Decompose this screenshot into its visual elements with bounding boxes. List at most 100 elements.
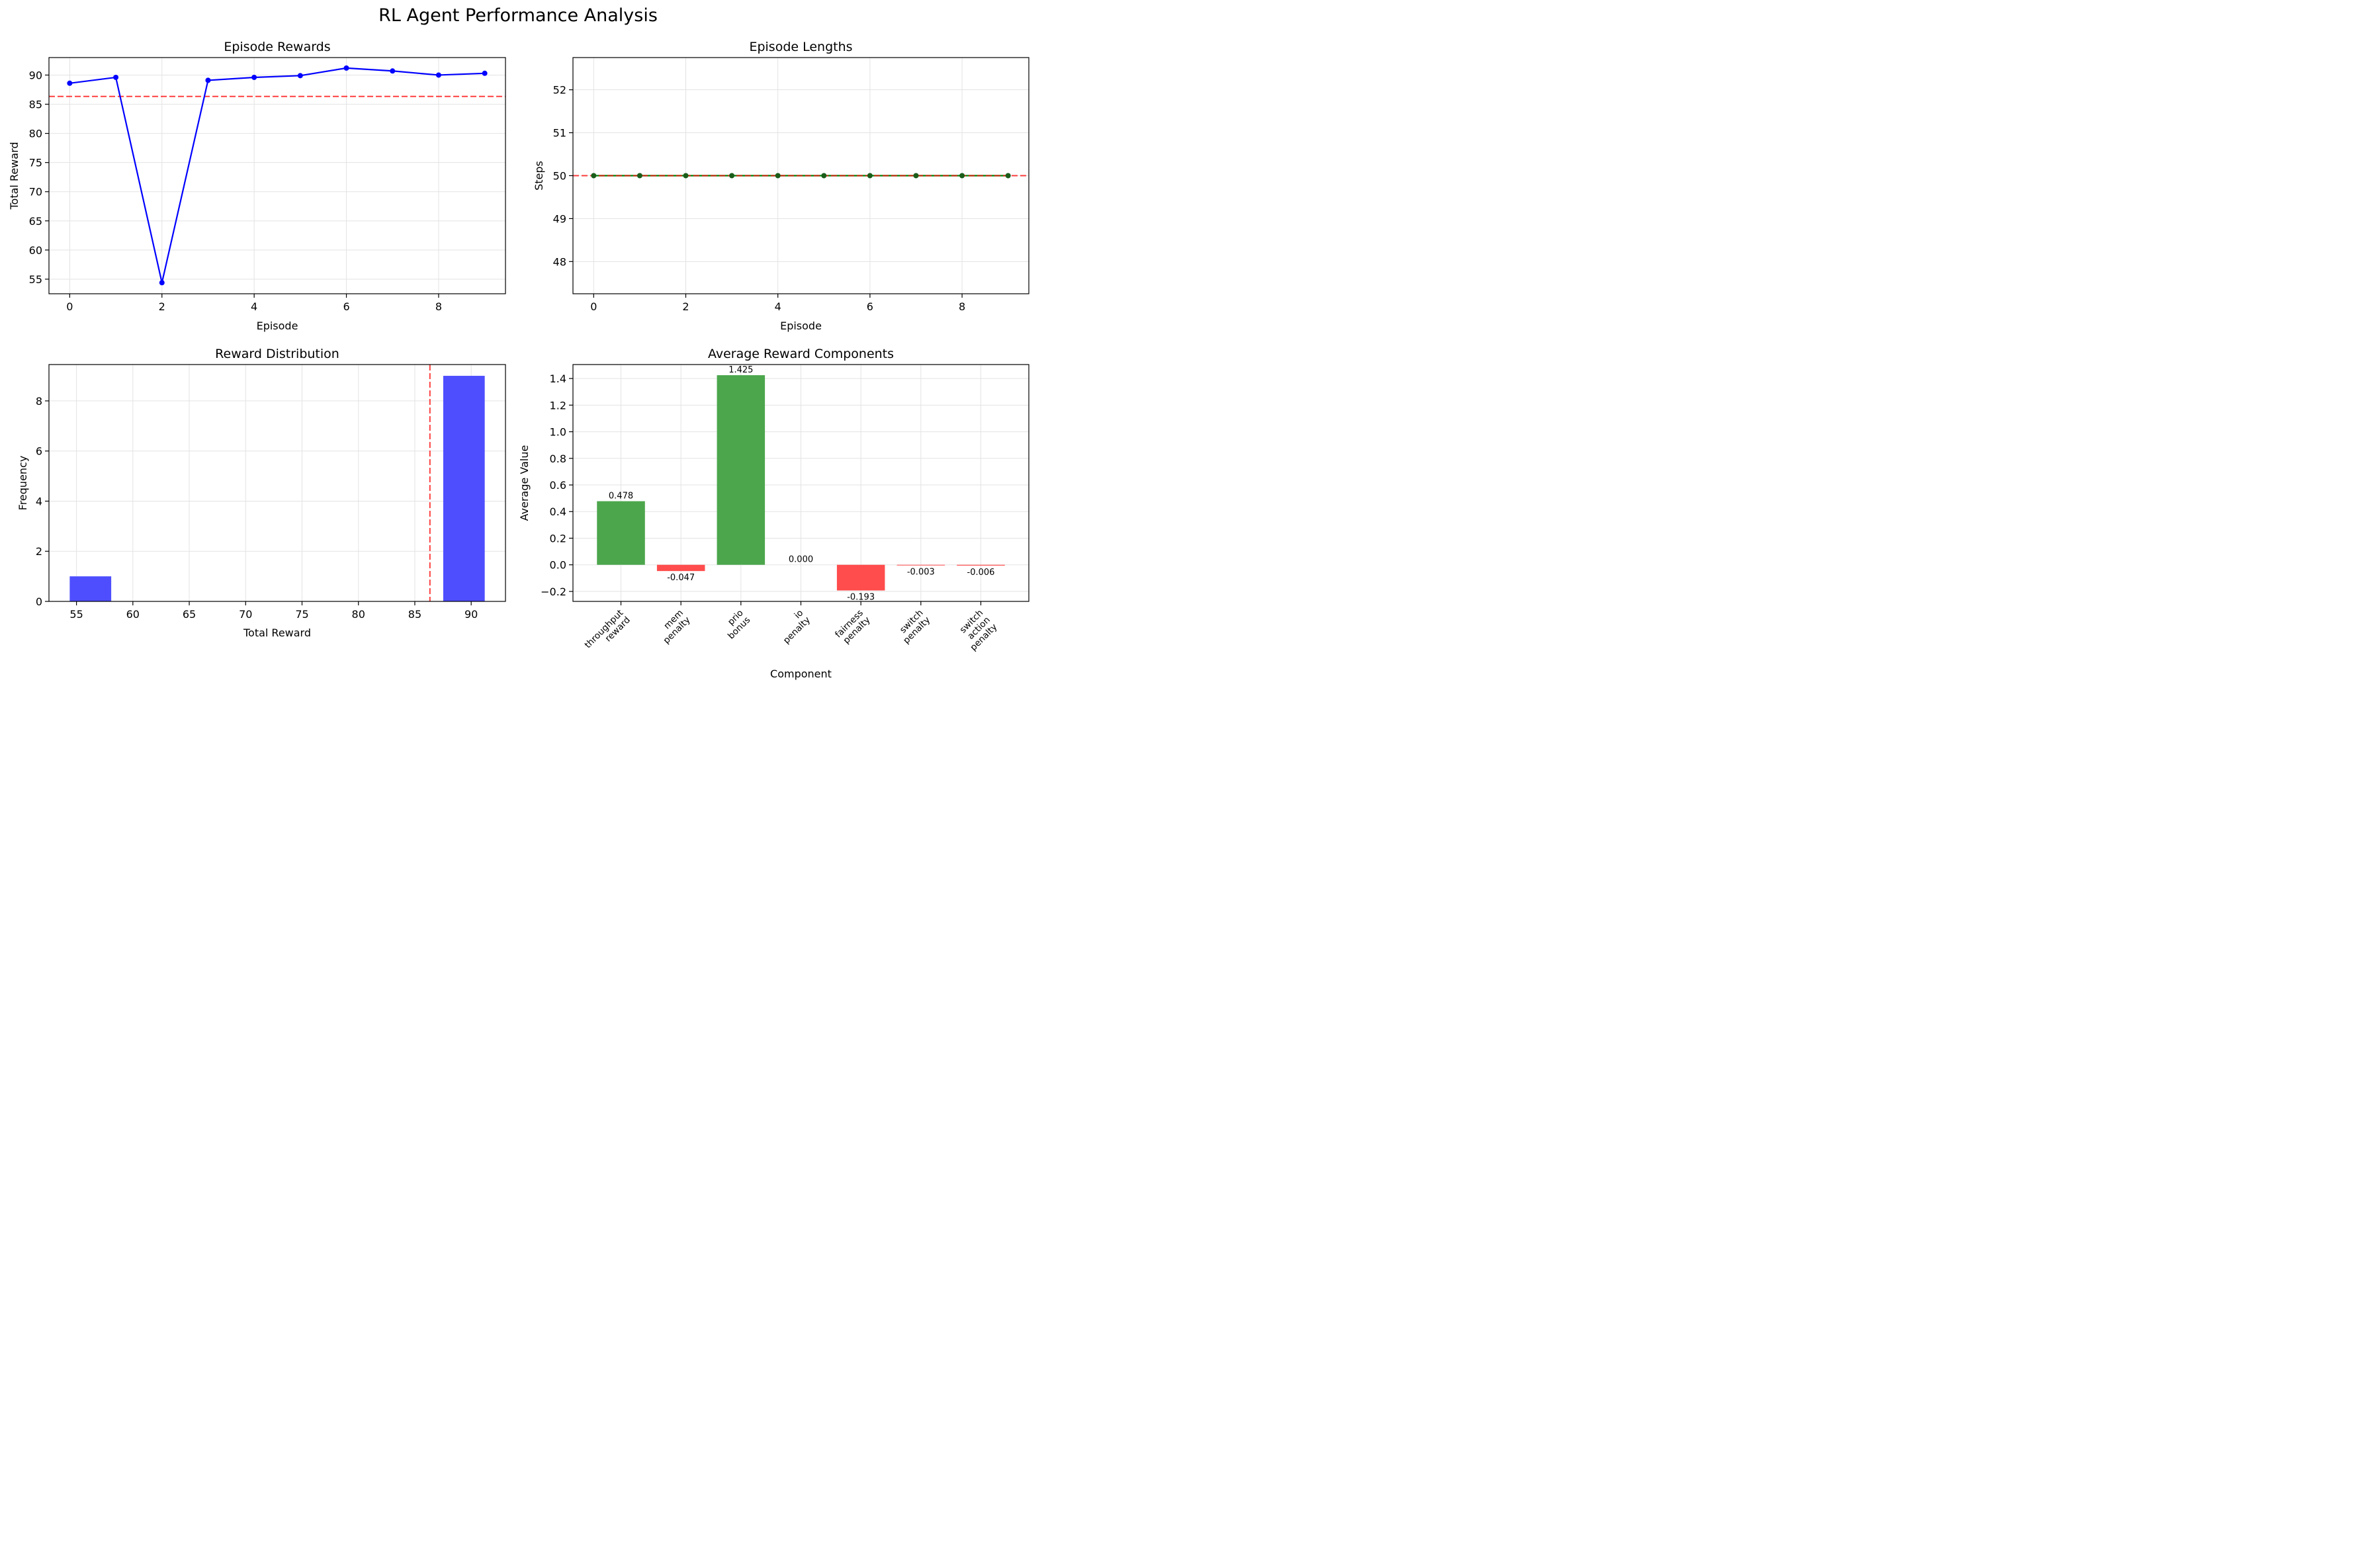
length-point	[683, 173, 689, 179]
chart-title: Average Reward Components	[708, 347, 894, 361]
bar-value-label: -0.047	[667, 573, 695, 583]
y-tick-label: 90	[29, 69, 42, 81]
x-tick-label: 0	[66, 300, 73, 313]
y-axis-label: Steps	[533, 161, 545, 191]
bar-value-label: 1.425	[728, 365, 753, 375]
y-tick-label: 55	[29, 273, 42, 286]
bar-value-label: 0.000	[789, 555, 813, 565]
y-tick-label: 8	[36, 395, 42, 408]
y-tick-label: 70	[29, 186, 42, 198]
bar-value-label: -0.006	[967, 568, 995, 578]
x-tick-label: 8	[435, 300, 442, 313]
reward-point	[67, 80, 73, 86]
chart-title: Reward Distribution	[215, 347, 339, 361]
y-tick-label: 75	[29, 157, 42, 169]
grid-lines	[573, 365, 1029, 601]
x-tick-label: 2	[682, 300, 689, 313]
reward-point	[113, 74, 119, 80]
x-tick-label: 85	[408, 608, 421, 621]
bar-value-label: 0.478	[609, 492, 633, 501]
x-tick-label: 2	[159, 300, 165, 313]
length-point	[821, 173, 827, 179]
y-tick-label: 65	[29, 215, 42, 228]
x-tick-label: 90	[464, 608, 478, 621]
x-tick-label: fairnesspenalty	[833, 608, 872, 647]
x-axis-label: Episode	[780, 320, 822, 332]
x-axis-label: Component	[770, 668, 832, 680]
y-tick-label: 1.4	[550, 372, 566, 385]
x-tick-label: 80	[352, 608, 365, 621]
component-bar	[836, 564, 885, 591]
y-tick-label: 0.2	[550, 532, 566, 544]
x-tick-label: priobonus	[719, 608, 752, 642]
y-tick-label: 52	[553, 84, 566, 97]
chart-title: Episode Lengths	[749, 40, 852, 54]
x-tick-label: 6	[343, 300, 349, 313]
reward-point	[297, 73, 303, 79]
y-tick-label: 0.4	[550, 505, 566, 518]
y-tick-label: 50	[553, 170, 566, 183]
reward-point	[435, 72, 441, 78]
grid-lines	[49, 58, 505, 294]
reward-point	[159, 280, 165, 286]
rewards-series-line	[69, 67, 485, 283]
x-tick-label: 60	[126, 608, 140, 621]
x-tick-label: 75	[295, 608, 308, 621]
y-tick-label: 6	[36, 445, 42, 458]
x-tick-label: 4	[251, 300, 257, 313]
x-tick-label: 70	[239, 608, 252, 621]
reward-point	[482, 70, 488, 76]
y-tick-label: 0.0	[550, 559, 566, 572]
x-tick-label: 65	[183, 608, 196, 621]
x-tick-label: 4	[775, 300, 781, 313]
plot-area	[49, 65, 505, 286]
y-tick-label: 80	[29, 128, 42, 140]
component-bar	[957, 564, 1005, 566]
x-tick-label: 0	[590, 300, 597, 313]
plot-area	[69, 365, 485, 601]
y-tick-label: −0.2	[541, 586, 566, 598]
x-tick-label: 8	[959, 300, 965, 313]
axes-frame	[48, 57, 506, 294]
reward-point	[343, 65, 349, 71]
x-axis-label: Episode	[257, 320, 298, 332]
y-tick-label: 1.0	[550, 426, 566, 439]
component-bar	[597, 501, 645, 565]
x-tick-label-line: penalty	[781, 615, 812, 646]
y-tick-label: 49	[553, 212, 566, 225]
y-axis-label: Frequency	[17, 456, 29, 511]
length-point	[636, 173, 642, 179]
x-tick-label: throughputreward	[583, 608, 633, 658]
reward-components-chart: 0.478 -0.047 1.425 0.000 -0.193 -0.003 -0.006 A…	[518, 347, 1029, 680]
axes-frame	[48, 364, 506, 602]
y-tick-label: 0.8	[550, 453, 566, 465]
y-tick-label: 60	[29, 244, 42, 257]
y-axis-label: Average Value	[518, 445, 531, 521]
y-tick-label: 1.2	[550, 399, 566, 412]
reward-distribution-chart: Reward Distribution 55 60 65 70 75 80 85 90 0 2 4 6 8…	[17, 347, 506, 639]
plot-area	[597, 375, 1005, 591]
y-tick-label: 51	[553, 127, 566, 140]
y-axis-label: Total Reward	[8, 142, 21, 210]
histogram-bar	[69, 576, 112, 601]
length-point	[775, 173, 781, 179]
x-axis-label: Total Reward	[243, 627, 311, 639]
bar-value-label: -0.003	[907, 567, 935, 577]
length-point	[729, 173, 735, 179]
y-tick-label: 2	[36, 545, 42, 558]
x-tick-label: switchpenalty	[894, 608, 932, 646]
x-tick-label: mempenalty	[654, 608, 693, 646]
x-tick-label: switchactionpenalty	[954, 608, 999, 653]
component-bar	[717, 375, 765, 565]
episode-lengths-chart: Episode Lengths 0 2 4 6 8 48 49 50 51 52 Episode Ste…	[533, 40, 1029, 332]
x-tick-label: iopenalty	[774, 608, 812, 646]
bar-value-label: -0.193	[847, 593, 875, 603]
plot-area	[573, 173, 1029, 179]
component-bar	[897, 564, 945, 566]
reward-point	[251, 74, 257, 80]
length-point	[959, 173, 965, 179]
histogram-bar	[443, 376, 485, 601]
reward-point	[390, 68, 396, 74]
y-tick-label: 0.6	[550, 479, 566, 492]
length-point	[591, 173, 597, 179]
